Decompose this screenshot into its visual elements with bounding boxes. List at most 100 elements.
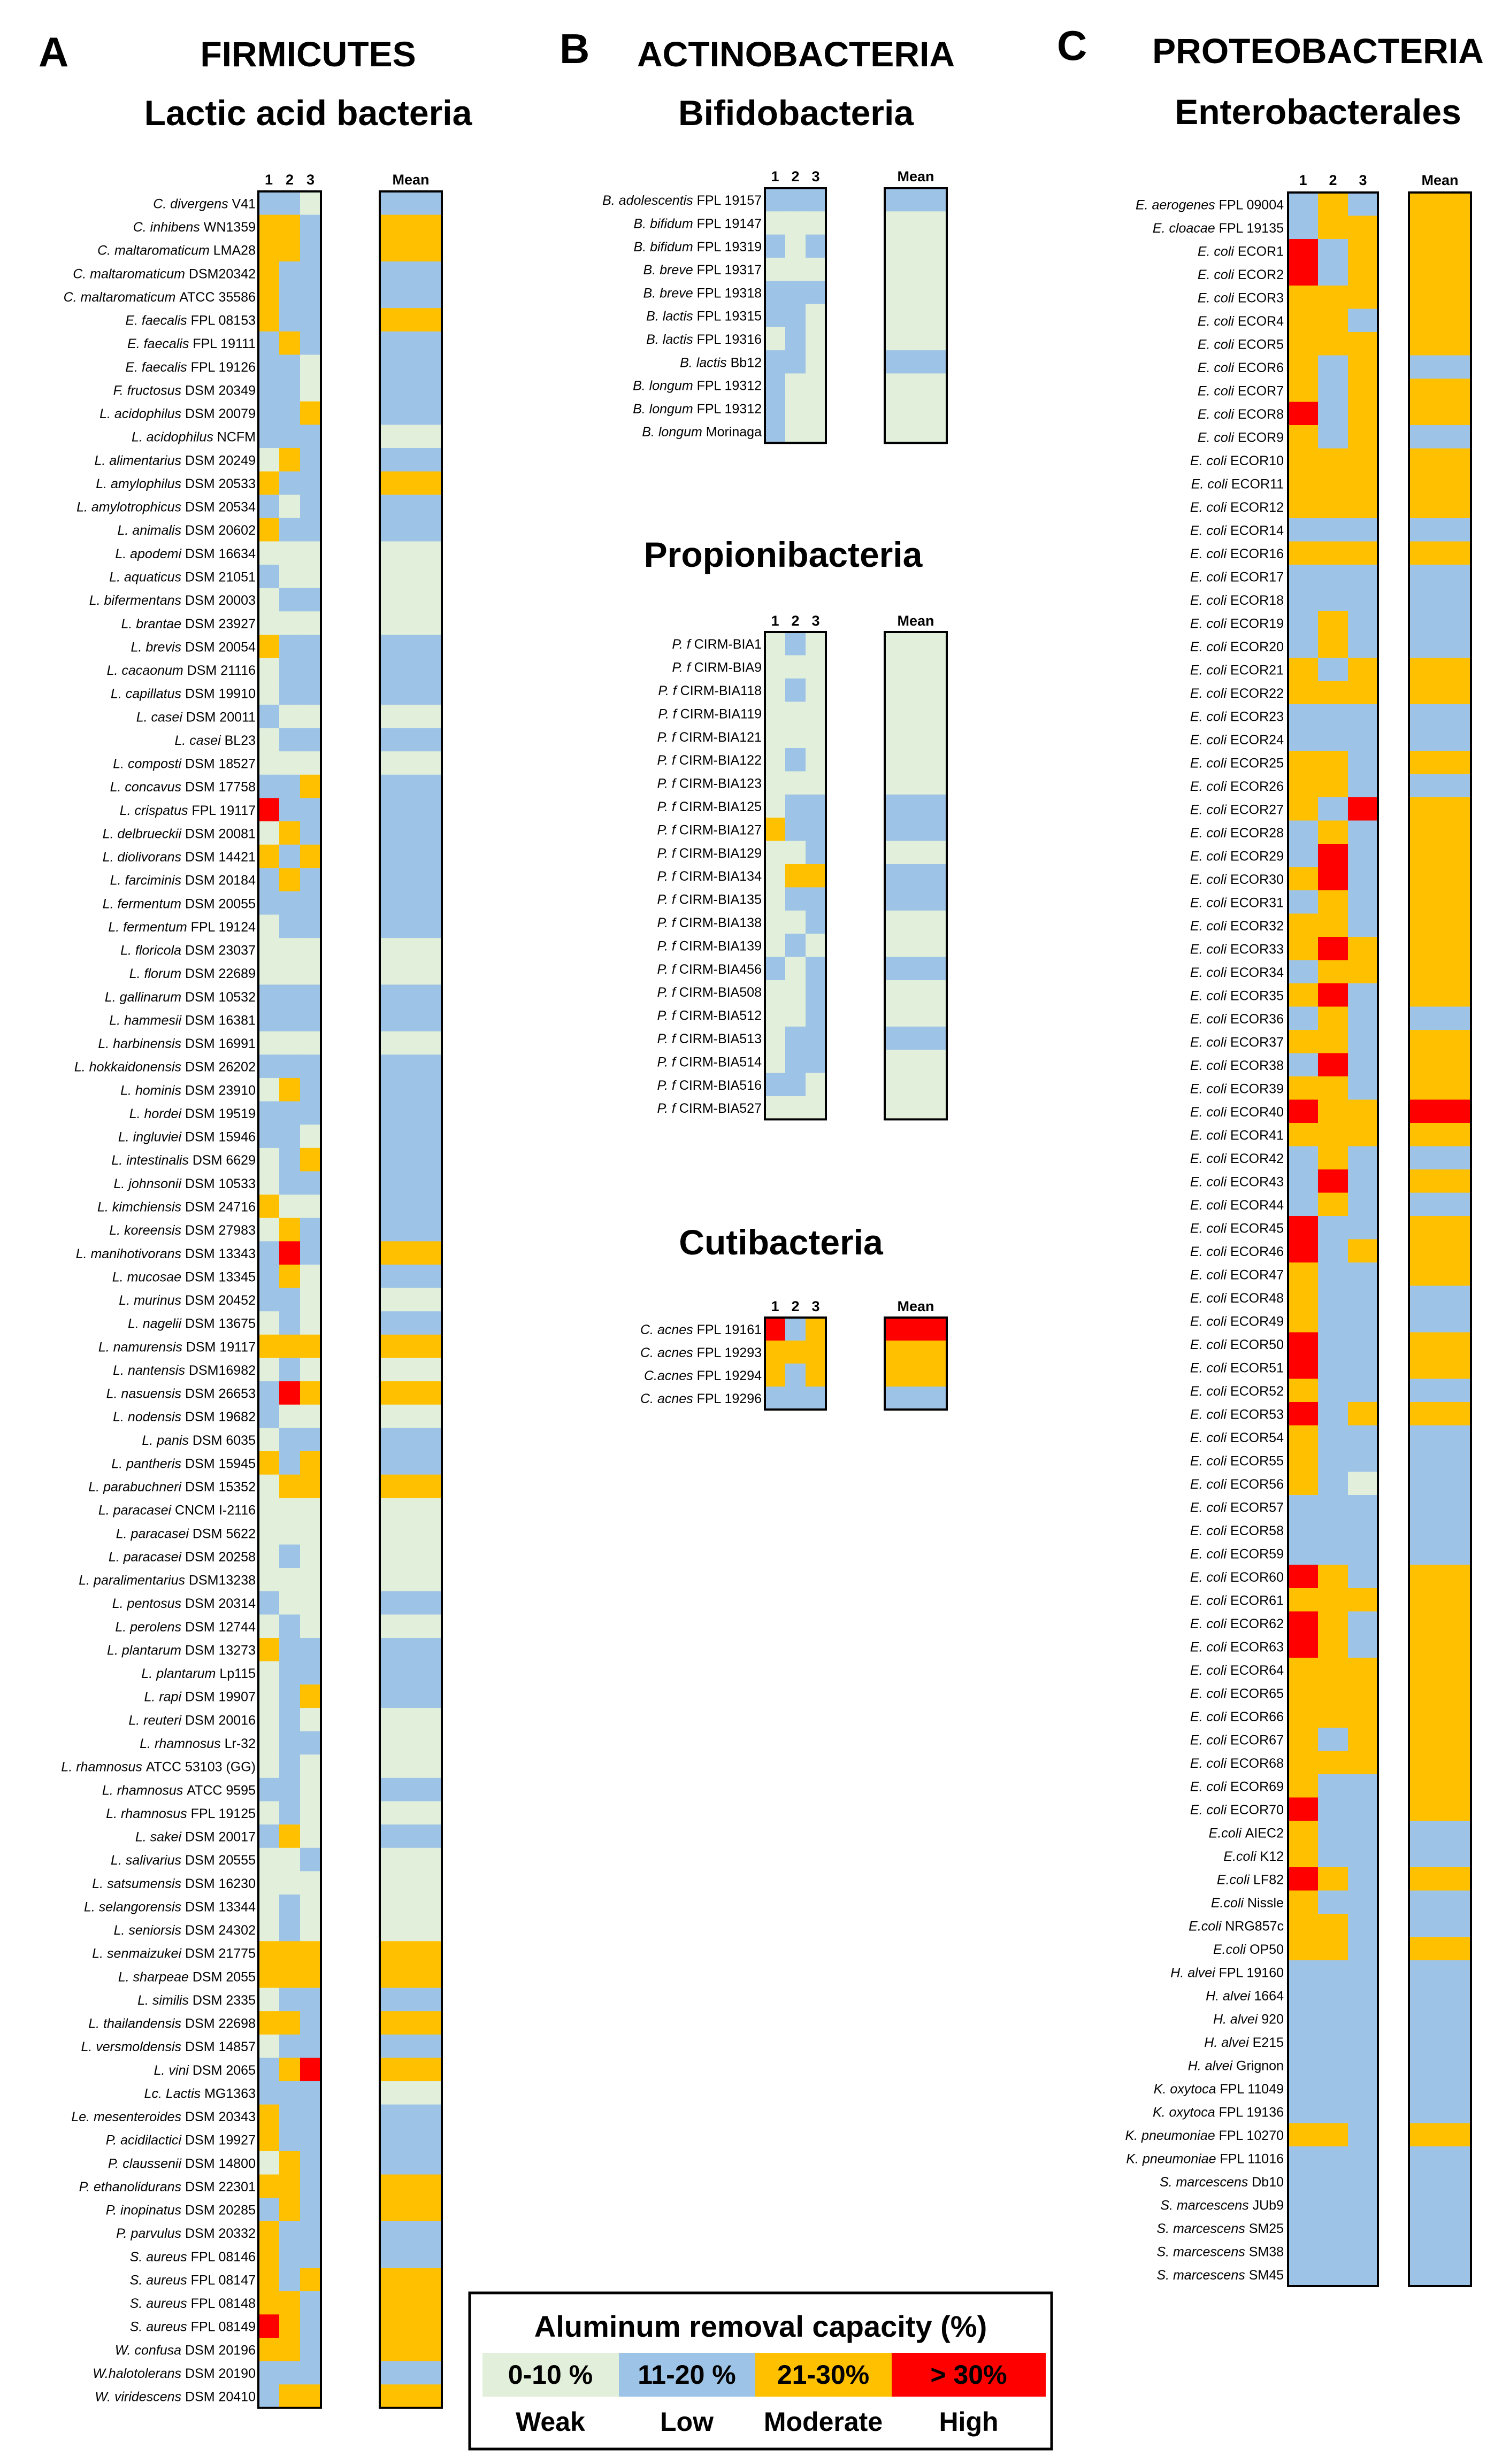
lab-cell xyxy=(258,1334,280,1358)
entero-cell xyxy=(1348,1774,1378,1798)
entero-row-label: E. coli ECOR61 xyxy=(1190,1593,1284,1608)
lab-row-label: L. acidophilus NCFM xyxy=(132,430,256,445)
bifido-row-label: B. adolescentis FPL 19157 xyxy=(602,193,762,208)
entero-cell xyxy=(1288,1495,1319,1519)
lab-row-label: L. animalis DSM 20602 xyxy=(118,523,256,538)
row-species: P. f xyxy=(657,1031,679,1046)
entero-cell xyxy=(1318,634,1348,658)
row-species: B. longum xyxy=(633,379,697,394)
cuti-row-label: C. acnes FPL 19161 xyxy=(640,1322,762,1337)
lab-row-label: P. acidilactici DSM 19927 xyxy=(106,2133,256,2148)
lab-row-label: L. concavus DSM 17758 xyxy=(110,780,256,795)
lab-cell xyxy=(258,1754,280,1778)
lab-mean-cell xyxy=(380,2081,442,2105)
entero-cell xyxy=(1288,1960,1319,1984)
entero-row-label: E. coli ECOR43 xyxy=(1190,1174,1284,1189)
row-strain: FPL 08147 xyxy=(191,2273,256,2288)
entero-cell xyxy=(1288,937,1319,960)
entero-mean-cell xyxy=(1409,658,1471,681)
panel-c-group: Enterobacterales xyxy=(1175,92,1461,132)
row-strain: DSM 19117 xyxy=(186,1339,256,1354)
lab-mean-cell xyxy=(380,401,442,425)
entero-cell xyxy=(1318,1611,1348,1635)
bifido-cell xyxy=(806,396,826,420)
row-species: K. pneumoniae xyxy=(1126,2151,1220,2166)
row-strain: Db10 xyxy=(1252,2175,1284,2190)
row-strain: ECOR64 xyxy=(1230,1663,1284,1678)
entero-cell xyxy=(1348,1030,1378,1053)
row-species: P. f xyxy=(657,1101,679,1116)
entero-cell xyxy=(1348,727,1378,751)
entero-mean-cell xyxy=(1409,1076,1471,1100)
entero-row-label: E. coli ECOR53 xyxy=(1190,1407,1284,1422)
cutibacteria-title: Cutibacteria xyxy=(679,1222,884,1262)
row-species: P. f xyxy=(672,660,694,675)
row-species: P. f xyxy=(657,1054,679,1069)
cuti-cell xyxy=(785,1341,806,1364)
entero-row-label: E. coli ECOR42 xyxy=(1190,1151,1284,1166)
entero-cell xyxy=(1288,1356,1319,1379)
bifido-cell xyxy=(785,188,806,212)
row-species: L. composti xyxy=(113,757,185,772)
lab-cell xyxy=(300,495,321,519)
propioni-mean-cell xyxy=(885,771,947,795)
entero-cell xyxy=(1288,2076,1319,2100)
entero-cell xyxy=(1318,1890,1348,1914)
lab-cell xyxy=(258,495,280,519)
lab-cell xyxy=(279,1777,301,1801)
lab-row-label: L. brantae DSM 23927 xyxy=(121,617,256,632)
entero-cell xyxy=(1318,1123,1348,1146)
row-species: E.coli xyxy=(1223,1849,1260,1864)
lab-mean-cell xyxy=(380,1498,442,1522)
propioni-cell xyxy=(765,632,786,656)
bifido-cell xyxy=(806,327,826,351)
entero-cell xyxy=(1318,1030,1348,1053)
lab-mean-cell xyxy=(380,2361,442,2385)
lab-row-label: L. capillatus DSM 19910 xyxy=(111,687,256,702)
entero-row-label: S. marcescens JUb9 xyxy=(1160,2198,1284,2213)
entero-cell xyxy=(1348,1565,1378,1589)
row-species: E. coli xyxy=(1190,1430,1230,1445)
lab-cell xyxy=(258,1381,280,1405)
entero-row-label: E. coli ECOR33 xyxy=(1190,942,1284,957)
entero-cell xyxy=(1288,1425,1319,1449)
row-strain: FPL 19312 xyxy=(697,402,762,417)
cuti-cell xyxy=(806,1341,826,1364)
lab-cell xyxy=(279,1591,301,1615)
propioni-row-label: P. f CIRM-BIA9 xyxy=(672,660,762,675)
row-species: E. coli xyxy=(1190,1803,1230,1818)
lab-cell xyxy=(258,984,280,1008)
entero-cell xyxy=(1318,844,1348,867)
entero-cell xyxy=(1318,472,1348,495)
entero-cell xyxy=(1348,2169,1378,2193)
propioni-mean-cell xyxy=(885,702,947,726)
row-species: L. fermentum xyxy=(108,920,190,935)
propioni-cell xyxy=(785,980,806,1004)
lab-cell xyxy=(258,1008,280,1032)
row-strain: DSM 20190 xyxy=(185,2366,256,2381)
row-strain: DSM 20533 xyxy=(185,476,256,491)
propioni-mean-header: Mean xyxy=(897,613,934,629)
row-species: L. namurensis xyxy=(98,1339,186,1354)
propioni-cell xyxy=(785,1073,806,1097)
row-strain: CIRM-BIA527 xyxy=(679,1101,762,1116)
row-strain: DSM 20534 xyxy=(185,500,256,515)
entero-cell xyxy=(1318,2216,1348,2240)
bifido-cell xyxy=(765,350,786,374)
row-species: E. coli xyxy=(1190,942,1230,957)
panel-b-phylum: ACTINOBACTERIA xyxy=(637,34,955,74)
lab-cell xyxy=(300,284,321,309)
row-species: E. faecalis xyxy=(125,313,190,328)
entero-row-label: E. coli ECOR37 xyxy=(1190,1035,1284,1050)
entero-cell xyxy=(1288,1797,1319,1821)
lab-row-label: L. hordei DSM 19519 xyxy=(129,1106,256,1121)
entero-cell xyxy=(1288,541,1319,565)
row-species: P. f xyxy=(657,822,679,837)
row-species: P. f xyxy=(657,799,679,814)
row-species: E. coli xyxy=(1190,1198,1230,1213)
lab-row-label: L. manihotivorans DSM 13343 xyxy=(76,1246,256,1261)
entero-mean-cell xyxy=(1409,588,1471,612)
row-strain: DSM 2335 xyxy=(193,1993,256,2008)
row-species: C. acnes xyxy=(640,1322,697,1337)
